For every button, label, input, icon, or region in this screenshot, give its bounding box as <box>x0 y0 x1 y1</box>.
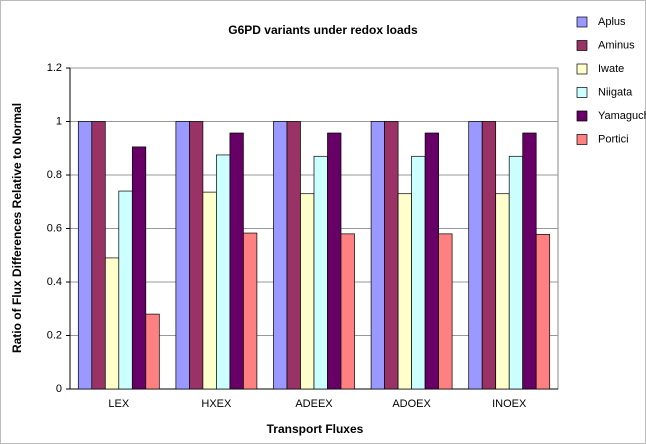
bar <box>370 121 385 390</box>
legend-label: Yamaguchi <box>598 110 646 122</box>
x-axis-label: Transport Fluxes <box>267 422 364 436</box>
legend-label: Aplus <box>598 16 626 28</box>
legend-swatch <box>576 134 588 145</box>
bar <box>202 191 217 390</box>
legend-swatch <box>576 87 588 98</box>
bar <box>340 233 355 390</box>
bar <box>273 121 288 390</box>
bar <box>216 154 231 390</box>
bar <box>286 121 301 390</box>
x-tick-label: LEX <box>108 398 129 410</box>
x-tick-label: ADEEX <box>295 398 333 410</box>
bar <box>175 121 190 390</box>
bar <box>495 193 510 390</box>
bar <box>77 121 93 390</box>
y-tick-label: 1 <box>56 115 62 127</box>
bar <box>104 257 120 390</box>
bar <box>384 121 399 390</box>
bar <box>131 146 147 390</box>
x-tick-label: INOEX <box>492 398 527 410</box>
bar <box>229 132 244 390</box>
bar <box>243 232 258 390</box>
bar <box>481 121 497 390</box>
y-axis-label: Ratio of Flux Differences Relative to No… <box>10 103 24 353</box>
bar <box>300 193 315 390</box>
x-tick-label: ADOEX <box>392 398 431 410</box>
bar <box>397 193 412 390</box>
bar <box>535 234 551 390</box>
x-tick-label: HXEX <box>201 398 232 410</box>
bar <box>189 121 204 390</box>
legend-label: Portici <box>598 133 629 145</box>
bar <box>438 233 453 390</box>
bar <box>424 132 439 390</box>
bar <box>327 132 342 390</box>
legend-swatch <box>576 110 588 122</box>
y-tick-label: 0 <box>56 383 62 395</box>
y-tick-label: 1.2 <box>47 62 62 74</box>
bar <box>313 155 328 390</box>
bar <box>468 121 483 390</box>
legend-swatch <box>576 40 588 51</box>
chart-title: G6PD variants under redox loads <box>228 23 418 37</box>
bar <box>411 155 426 390</box>
bar <box>522 132 537 390</box>
legend-label: Aminus <box>598 39 635 51</box>
y-tick-label: 0.6 <box>47 222 62 234</box>
y-tick-label: 0.8 <box>47 169 62 181</box>
legend-label: Iwate <box>598 63 624 75</box>
bar <box>91 121 106 390</box>
bar <box>118 190 133 390</box>
bar <box>508 155 524 390</box>
bar <box>145 313 160 390</box>
legend-swatch <box>576 63 588 75</box>
legend-label: Niigata <box>598 86 633 98</box>
legend-swatch <box>576 16 588 28</box>
y-tick-label: 0.2 <box>47 329 62 341</box>
y-tick-label: 0.4 <box>47 276 62 288</box>
